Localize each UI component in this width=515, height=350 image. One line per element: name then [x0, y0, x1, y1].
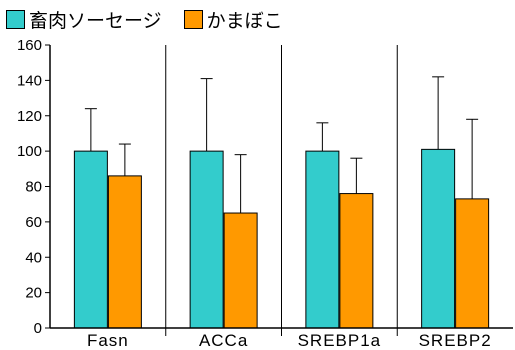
y-tick-label-7: 140: [17, 72, 42, 89]
bar-1-3: [455, 198, 490, 329]
y-tick-label-8: 160: [17, 37, 42, 54]
x-tick-label-1: ACCa: [199, 331, 248, 350]
y-tick-label-4: 80: [25, 179, 42, 196]
y-tick-label-5: 100: [17, 143, 42, 160]
y-tick-label-3: 60: [25, 214, 42, 231]
y-tick-label-2: 40: [25, 249, 42, 266]
bar-0-0: [73, 150, 108, 329]
bar-0-1: [189, 150, 224, 329]
legend-item-kamaboko: かまぼこ: [183, 6, 283, 33]
bar-1-2: [339, 193, 374, 329]
legend-item-sausage: 畜肉ソーセージ: [6, 6, 162, 33]
legend-swatch-kamaboko: [183, 10, 203, 29]
legend-swatch-sausage: [6, 10, 25, 29]
x-tick-label-2: SREBP1a: [298, 331, 382, 350]
x-tick-label-3: SREBP2: [419, 331, 492, 350]
legend-label-kamaboko: かまぼこ: [206, 10, 283, 32]
bar-0-2: [305, 150, 340, 329]
bar-1-0: [107, 175, 142, 329]
legend-label-sausage: 畜肉ソーセージ: [29, 10, 162, 32]
bar-0-3: [421, 148, 456, 329]
bar-1-1: [223, 212, 258, 329]
y-tick-label-0: 0: [34, 320, 42, 337]
y-tick-label-6: 120: [17, 108, 42, 125]
y-tick-label-1: 20: [25, 285, 42, 302]
legend: 畜肉ソーセージ かまぼこ: [6, 6, 305, 33]
x-tick-label-0: Fasn: [87, 331, 129, 350]
